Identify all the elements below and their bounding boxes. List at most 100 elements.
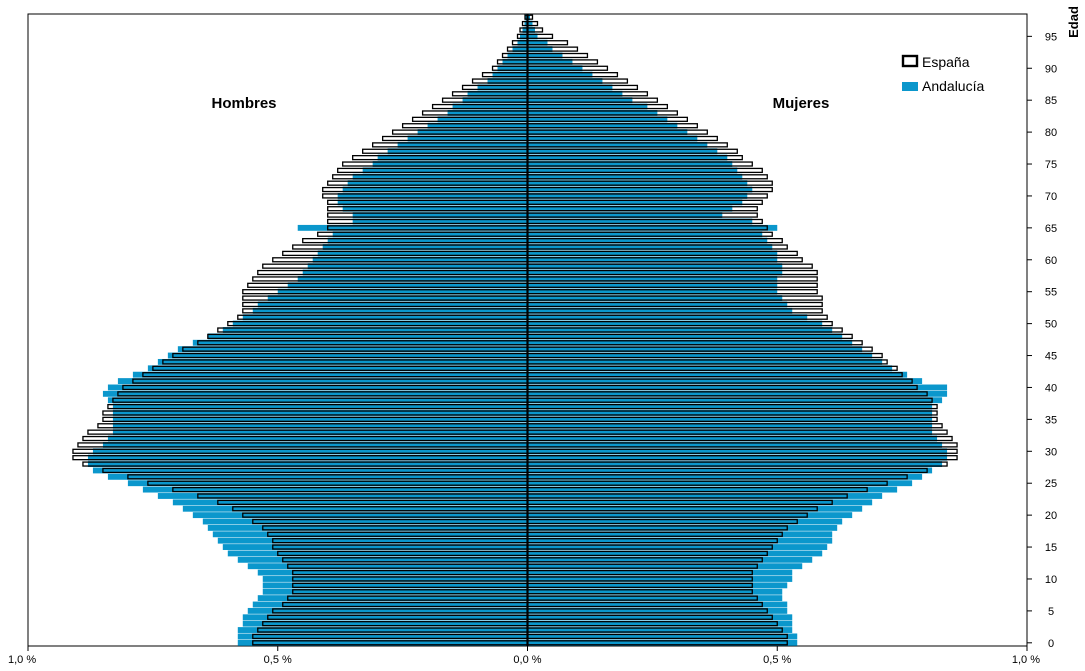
- y-tick-label-60: 60: [1045, 255, 1057, 267]
- bar-andalucia-women-age-19: [527, 518, 843, 525]
- bar-andalucia-women-age-6: [527, 601, 788, 608]
- bar-andalucia-men-age-37: [112, 403, 528, 410]
- bar-andalucia-men-age-27: [92, 467, 528, 474]
- bar-andalucia-men-age-69: [337, 199, 528, 206]
- y-tick-label-5: 5: [1048, 606, 1054, 618]
- bar-andalucia-women-age-48: [527, 333, 843, 340]
- bar-andalucia-men-age-95: [520, 33, 528, 40]
- bar-andalucia-women-age-29: [527, 454, 948, 461]
- bar-andalucia-men-age-50: [232, 320, 528, 327]
- bar-andalucia-men-age-54: [267, 295, 528, 302]
- bar-andalucia-women-age-56: [527, 282, 778, 289]
- bar-andalucia-men-age-70: [337, 193, 528, 199]
- bar-andalucia-men-age-74: [362, 167, 528, 174]
- bar-andalucia-women-age-7: [527, 595, 783, 602]
- bar-andalucia-women-age-17: [527, 531, 833, 538]
- label-mujeres: Mujeres: [773, 95, 830, 112]
- bar-andalucia-women-age-20: [527, 512, 853, 519]
- bar-andalucia-men-age-45: [167, 352, 528, 359]
- bar-andalucia-men-age-28: [87, 461, 528, 467]
- bar-andalucia-women-age-57: [527, 275, 778, 282]
- bar-andalucia-women-age-26: [527, 473, 923, 480]
- y-tick-label-50: 50: [1045, 319, 1057, 331]
- y-tick-label-30: 30: [1045, 446, 1057, 458]
- bar-andalucia-women-age-72: [527, 180, 748, 187]
- bar-andalucia-women-age-43: [527, 365, 893, 372]
- x-tick-label-0: 1,0 %: [8, 654, 36, 666]
- bar-andalucia-men-age-41: [117, 378, 528, 385]
- bar-andalucia-women-age-67: [527, 212, 723, 219]
- bar-andalucia-women-age-80: [527, 129, 688, 136]
- bar-andalucia-women-age-35: [527, 416, 933, 423]
- bar-andalucia-men-age-43: [147, 365, 528, 372]
- bar-andalucia-men-age-6: [252, 601, 528, 608]
- bar-andalucia-men-age-79: [407, 135, 528, 142]
- bar-andalucia-women-age-60: [527, 256, 778, 263]
- bar-andalucia-men-age-90: [497, 65, 528, 72]
- bar-andalucia-men-age-7: [257, 595, 528, 602]
- bar-andalucia-men-age-42: [132, 371, 528, 378]
- bar-andalucia-men-age-94: [517, 39, 528, 46]
- y-tick-label-25: 25: [1045, 478, 1057, 490]
- bar-andalucia-women-age-71: [527, 186, 753, 193]
- bar-andalucia-men-age-67: [352, 212, 528, 219]
- y-tick-label-0: 0: [1048, 638, 1054, 650]
- bar-andalucia-women-age-31: [527, 441, 943, 448]
- bar-andalucia-women-age-68: [527, 205, 733, 212]
- bar-andalucia-men-age-91: [502, 58, 528, 65]
- bar-andalucia-men-age-64: [332, 231, 528, 238]
- bar-andalucia-men-age-84: [452, 103, 528, 110]
- bar-andalucia-men-age-16: [217, 537, 528, 544]
- espana-bars: [72, 14, 958, 646]
- bar-andalucia-men-age-85: [462, 97, 528, 104]
- bar-andalucia-women-age-8: [527, 588, 783, 595]
- bar-andalucia-men-age-4: [242, 614, 528, 621]
- bar-andalucia-men-age-44: [157, 358, 528, 365]
- bar-andalucia-women-age-42: [527, 371, 908, 378]
- bar-andalucia-women-age-73: [527, 173, 743, 180]
- y-tick-label-45: 45: [1045, 351, 1057, 363]
- bar-andalucia-men-age-86: [467, 90, 528, 97]
- bar-andalucia-men-age-0: [237, 639, 528, 646]
- bar-andalucia-women-age-88: [527, 78, 603, 84]
- bar-andalucia-men-age-35: [112, 416, 528, 423]
- bar-andalucia-women-age-13: [527, 556, 813, 563]
- y-tick-label-80: 80: [1045, 127, 1057, 139]
- bar-andalucia-women-age-65: [527, 224, 778, 231]
- bar-andalucia-men-age-59: [307, 263, 528, 270]
- bar-andalucia-women-age-97: [527, 20, 533, 27]
- bar-andalucia-women-age-96: [527, 27, 535, 33]
- bar-andalucia-men-age-31: [102, 441, 528, 448]
- bar-andalucia-men-age-38: [107, 397, 528, 404]
- y-tick-label-15: 15: [1045, 542, 1057, 554]
- bar-andalucia-men-age-83: [447, 110, 528, 116]
- bar-andalucia-men-age-63: [327, 237, 528, 244]
- bar-andalucia-men-age-5: [247, 607, 528, 614]
- bar-andalucia-men-age-52: [252, 307, 528, 314]
- bar-andalucia-men-age-29: [87, 454, 528, 461]
- legend-label-espana: España: [922, 54, 970, 70]
- bar-andalucia-men-age-77: [387, 148, 528, 155]
- bar-andalucia-women-age-77: [527, 148, 718, 155]
- bar-andalucia-women-age-90: [527, 65, 583, 72]
- bar-andalucia-men-age-33: [112, 429, 528, 436]
- bar-andalucia-men-age-49: [222, 327, 528, 333]
- bar-andalucia-women-age-45: [527, 352, 873, 359]
- bar-andalucia-men-age-57: [297, 275, 528, 282]
- bar-andalucia-men-age-30: [92, 448, 528, 455]
- bar-andalucia-women-age-3: [527, 620, 793, 627]
- bar-andalucia-men-age-46: [177, 346, 528, 353]
- bar-andalucia-women-age-4: [527, 614, 793, 621]
- bar-andalucia-women-age-87: [527, 84, 613, 91]
- bar-andalucia-women-age-89: [527, 71, 593, 78]
- bar-andalucia-women-age-63: [527, 237, 768, 244]
- bar-andalucia-women-age-69: [527, 199, 743, 206]
- y-tick-label-20: 20: [1045, 510, 1057, 522]
- bar-andalucia-men-age-19: [202, 518, 528, 525]
- bar-andalucia-men-age-93: [512, 46, 528, 53]
- x-tick-label-3: 0,5 %: [763, 654, 791, 666]
- bar-andalucia-men-age-51: [242, 314, 528, 321]
- bar-andalucia-men-age-14: [227, 550, 528, 557]
- bar-andalucia-women-age-47: [527, 339, 853, 346]
- bar-andalucia-men-age-53: [257, 301, 528, 308]
